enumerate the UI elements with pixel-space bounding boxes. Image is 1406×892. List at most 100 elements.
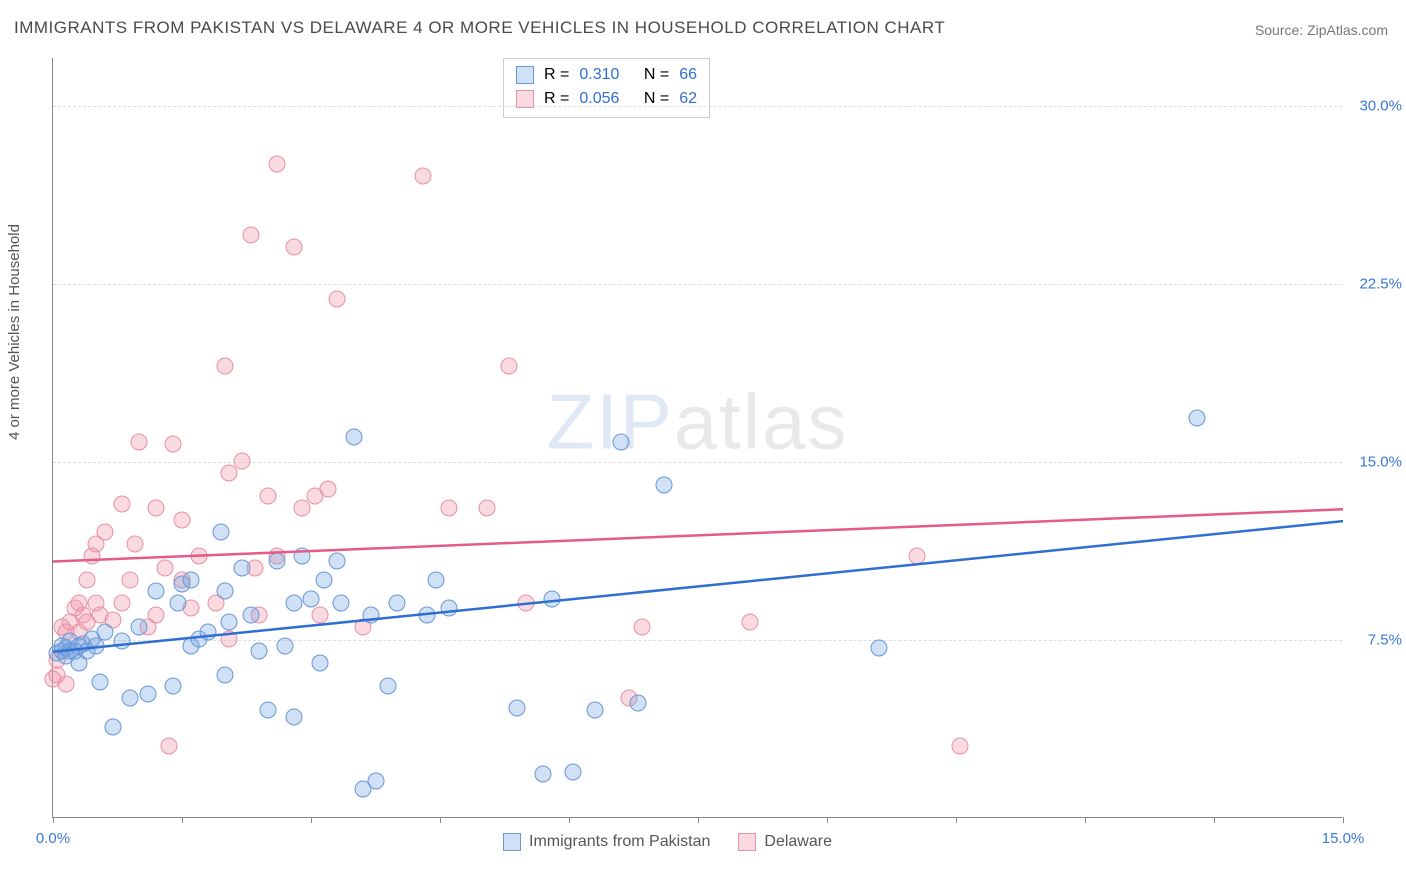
data-point (148, 583, 165, 600)
data-point (139, 685, 156, 702)
data-point (199, 623, 216, 640)
data-point (122, 690, 139, 707)
data-point (122, 571, 139, 588)
y-tick-label: 15.0% (1359, 453, 1402, 470)
x-tick (698, 817, 699, 823)
data-point (315, 571, 332, 588)
data-point (57, 676, 74, 693)
data-point (234, 559, 251, 576)
data-point (221, 630, 238, 647)
r-value-0: 0.310 (579, 63, 619, 87)
legend-item: Immigrants from Pakistan (503, 833, 710, 851)
data-point (268, 552, 285, 569)
data-point (161, 737, 178, 754)
r-value-1: 0.056 (579, 87, 619, 111)
data-point (629, 695, 646, 712)
n-label: N = (644, 63, 669, 87)
x-tick (182, 817, 183, 823)
data-point (113, 633, 130, 650)
x-tick (1214, 817, 1215, 823)
r-label: R = (544, 87, 569, 111)
data-point (268, 155, 285, 172)
n-label: N = (644, 87, 669, 111)
data-point (126, 535, 143, 552)
data-point (148, 607, 165, 624)
x-tick (1343, 817, 1344, 823)
chart-title: IMMIGRANTS FROM PAKISTAN VS DELAWARE 4 O… (14, 18, 945, 38)
data-point (328, 291, 345, 308)
data-point (440, 600, 457, 617)
data-point (174, 512, 191, 529)
data-point (586, 702, 603, 719)
data-point (131, 433, 148, 450)
data-point (285, 239, 302, 256)
data-point (535, 766, 552, 783)
y-tick-label: 7.5% (1368, 631, 1402, 648)
data-point (320, 481, 337, 498)
data-point (242, 227, 259, 244)
data-point (634, 619, 651, 636)
gridline-h (53, 106, 1342, 107)
data-point (113, 595, 130, 612)
swatch-series-1 (738, 833, 756, 851)
data-point (909, 547, 926, 564)
data-point (165, 678, 182, 695)
watermark-atlas: atlas (674, 378, 849, 466)
watermark: ZIPatlas (546, 377, 848, 468)
legend-item: Delaware (738, 833, 832, 851)
data-point (182, 571, 199, 588)
data-point (346, 429, 363, 446)
data-point (96, 623, 113, 640)
data-point (419, 607, 436, 624)
series-0-name: Immigrants from Pakistan (529, 833, 710, 851)
x-tick (827, 817, 828, 823)
data-point (311, 654, 328, 671)
y-tick-label: 30.0% (1359, 97, 1402, 114)
data-point (479, 500, 496, 517)
data-point (156, 559, 173, 576)
data-point (543, 590, 560, 607)
trend-line (53, 509, 1343, 561)
series-legend: Immigrants from Pakistan Delaware (503, 833, 832, 851)
data-point (440, 500, 457, 517)
trend-lines (53, 58, 1343, 818)
source-label: Source: ZipAtlas.com (1255, 22, 1388, 38)
gridline-h (53, 284, 1342, 285)
data-point (221, 614, 238, 631)
x-tick (440, 817, 441, 823)
data-point (212, 524, 229, 541)
data-point (260, 488, 277, 505)
data-point (165, 436, 182, 453)
data-point (414, 167, 431, 184)
data-point (509, 699, 526, 716)
data-point (500, 357, 517, 374)
swatch-series-0 (516, 66, 534, 84)
data-point (741, 614, 758, 631)
plot-area: ZIPatlas R = 0.310 N = 66 R = 0.056 N = … (52, 58, 1342, 818)
data-point (952, 737, 969, 754)
data-point (363, 607, 380, 624)
data-point (169, 595, 186, 612)
x-tick (311, 817, 312, 823)
data-point (294, 547, 311, 564)
y-tick-label: 22.5% (1359, 275, 1402, 292)
data-point (234, 452, 251, 469)
data-point (148, 500, 165, 517)
data-point (311, 607, 328, 624)
data-point (217, 666, 234, 683)
correlation-legend: R = 0.310 N = 66 R = 0.056 N = 62 (503, 58, 710, 118)
data-point (285, 595, 302, 612)
data-point (655, 476, 672, 493)
legend-row: R = 0.056 N = 62 (516, 87, 697, 111)
data-point (217, 583, 234, 600)
data-point (277, 638, 294, 655)
data-point (303, 590, 320, 607)
x-tick-label: 15.0% (1322, 830, 1365, 847)
data-point (131, 619, 148, 636)
gridline-h (53, 640, 1342, 641)
data-point (518, 595, 535, 612)
data-point (79, 571, 96, 588)
x-tick (956, 817, 957, 823)
x-tick-label: 0.0% (36, 830, 70, 847)
data-point (96, 524, 113, 541)
